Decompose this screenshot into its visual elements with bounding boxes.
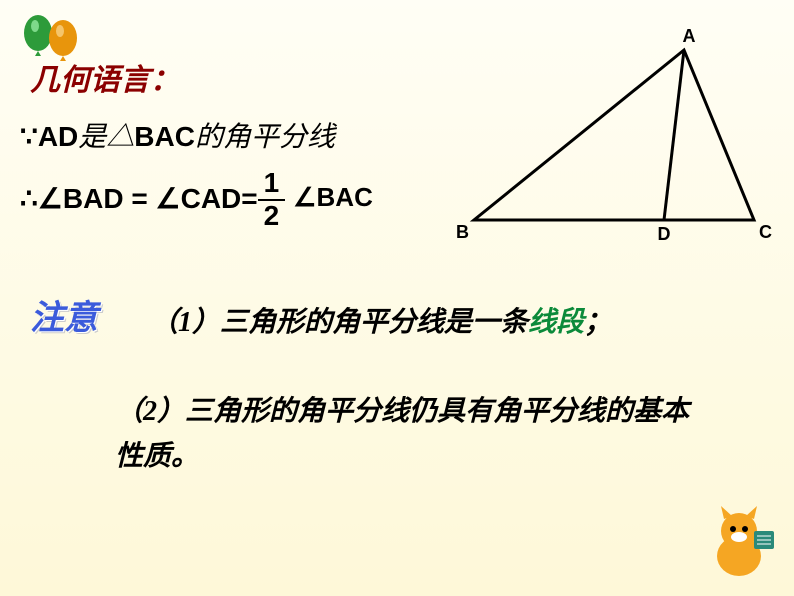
- conclusion-line: ∴∠BAD = ∠CAD=12∠BAC: [20, 170, 373, 234]
- triangle-diagram: A B C D: [454, 20, 774, 255]
- therefore-angle: ∴∠: [20, 183, 63, 214]
- numerator: 1: [258, 168, 286, 201]
- denominator: 2: [258, 201, 286, 232]
- equals: =: [241, 183, 257, 214]
- angle-bad: BAD: [63, 183, 124, 214]
- note1-highlight: 线段: [528, 307, 584, 338]
- because-symbol: ∵: [20, 121, 38, 152]
- note-2: （2）三角形的角平分线仍具有角平分线的基本性质。: [115, 390, 715, 480]
- svg-text:B: B: [456, 222, 469, 242]
- notice-heading: 注意: [30, 290, 98, 339]
- angle-bac-label: ∠BAC: [293, 182, 373, 212]
- premise-line: ∵AD是△BAC的角平分线: [20, 115, 335, 155]
- text-is-triangle: 是△: [78, 122, 134, 153]
- triangle-bac: BAC: [134, 121, 195, 152]
- equals-angle: = ∠: [124, 183, 181, 214]
- note1-suffix: ；: [584, 307, 612, 338]
- angle-cad: CAD: [181, 183, 242, 214]
- svg-text:A: A: [683, 26, 696, 46]
- fraction-half: 12: [258, 168, 286, 232]
- section-title: 几何语言：: [30, 55, 180, 99]
- text-bisector: 的角平分线: [195, 122, 335, 153]
- note1-prefix: （1）三角形的角平分线是一条: [150, 307, 528, 338]
- segment-ad: AD: [38, 121, 78, 152]
- note-1: （1）三角形的角平分线是一条线段；: [150, 300, 612, 340]
- svg-text:D: D: [658, 224, 671, 244]
- svg-text:C: C: [759, 222, 772, 242]
- cat-mascot: [699, 501, 779, 586]
